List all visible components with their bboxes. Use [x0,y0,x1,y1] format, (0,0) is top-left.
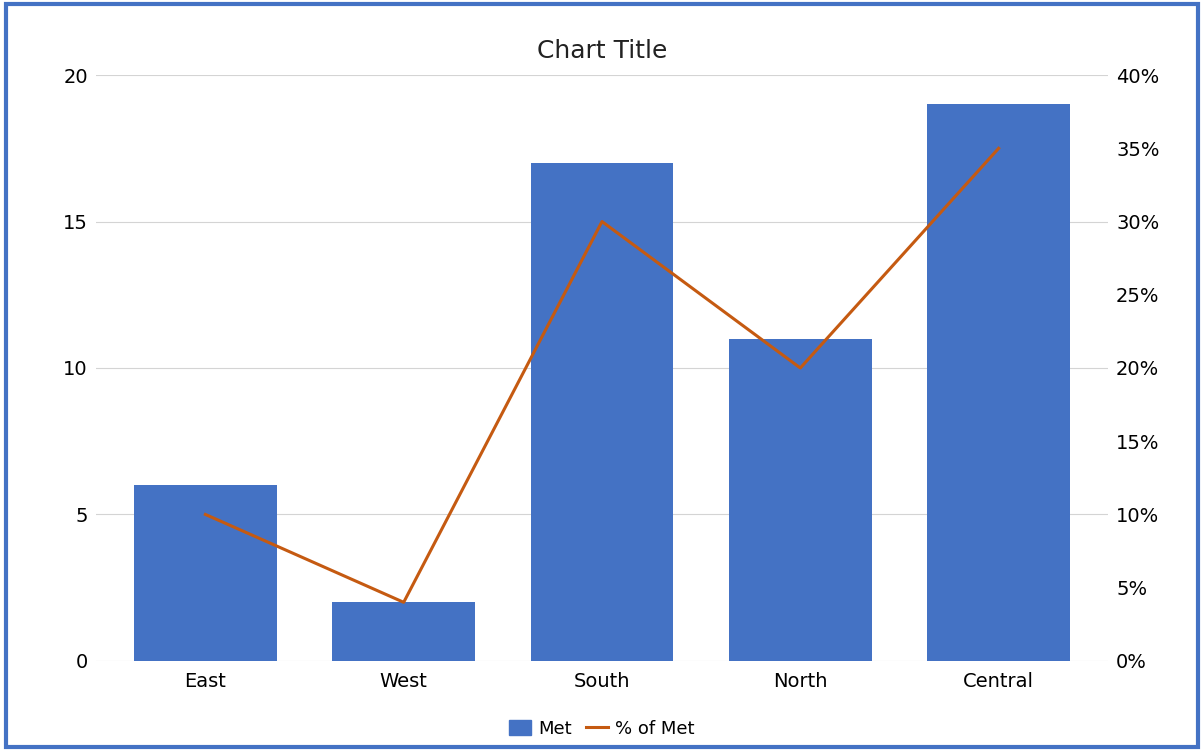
Legend: Met, % of Met: Met, % of Met [509,720,695,738]
Bar [927,104,1070,661]
Bar [531,163,673,661]
% of Met [396,598,411,607]
% of Met [793,363,808,372]
Bar [134,485,277,661]
Title: Chart Title: Chart Title [537,40,667,63]
% of Met [595,217,609,226]
Bar [332,602,476,661]
% of Met [199,510,213,519]
% of Met [991,144,1005,153]
Line: % of Met: % of Met [206,149,998,602]
Bar [728,339,872,661]
